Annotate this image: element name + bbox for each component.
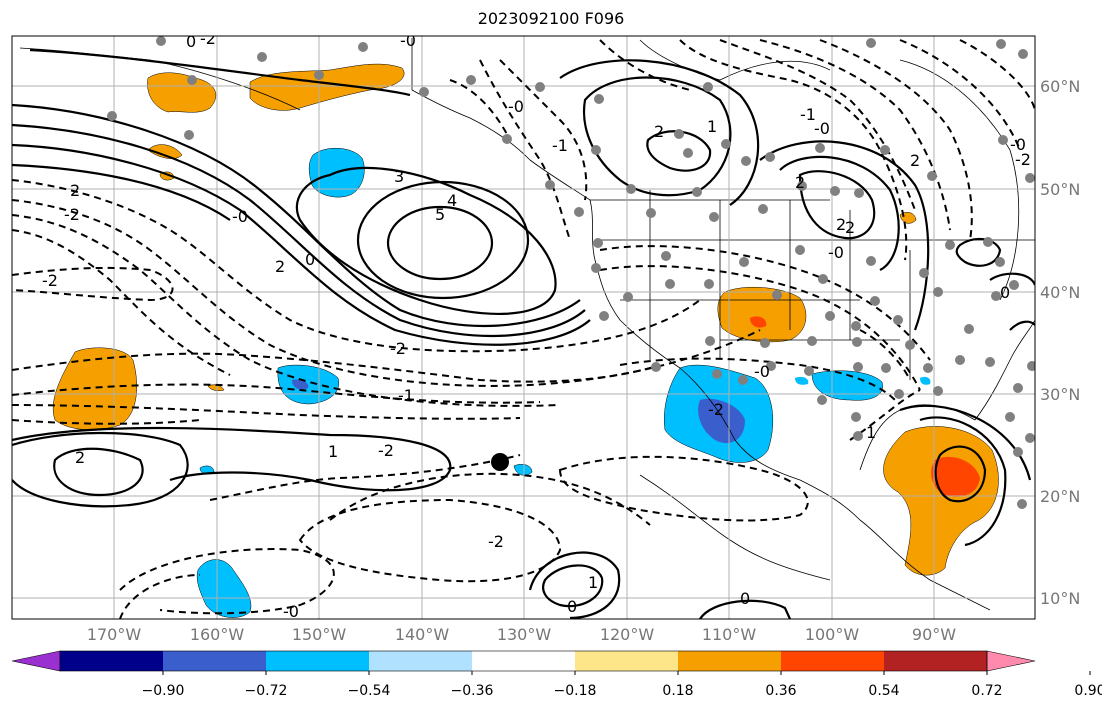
colorbar-tick-label: 0.36 [765, 683, 796, 699]
contour-label: 1 [866, 423, 876, 442]
figure-title: 2023092100 F096 [477, 9, 625, 28]
lat-label: 40°N [1040, 283, 1080, 302]
lat-label: 20°N [1040, 487, 1080, 506]
lat-label: 50°N [1040, 180, 1080, 199]
lon-label: 110°W [702, 625, 757, 644]
contour-label: -1 [800, 105, 816, 124]
contour-label: 3 [394, 167, 404, 186]
colorbar-extend-left [11, 650, 61, 672]
lon-label: 160°W [190, 625, 245, 644]
colorbar-tick-label: −0.18 [554, 683, 597, 699]
lon-label: 100°W [805, 625, 860, 644]
contour-label: -2 [708, 400, 724, 419]
contour-label: 4 [447, 191, 457, 210]
colorbar-segment [884, 651, 988, 671]
colorbar-segment [472, 651, 576, 671]
positive-contours [12, 48, 1035, 619]
contour-label: 1 [588, 573, 598, 592]
colorbar-segment [575, 651, 679, 671]
contour-label: 2 [910, 151, 920, 170]
contour-label: 2 [845, 218, 855, 237]
contour-labels: 2 3 -0 0 4 5 2 0 -2 -2 -2 2 -1 1 -2 -2 -… [42, 29, 1031, 621]
contour-label: 5 [435, 205, 445, 224]
colorbar-segment [369, 651, 473, 671]
contour-label: -2 [390, 339, 406, 358]
contour-label: -0 [814, 119, 830, 138]
contour-label: -0 [508, 97, 524, 116]
contour-label: 1 [328, 442, 338, 461]
anomaly-shading [52, 63, 999, 618]
contour-label: 0 [740, 589, 750, 608]
contour-label: -2 [488, 532, 504, 551]
colorbar-segment [60, 651, 164, 671]
contour-label: 2 [275, 257, 285, 276]
contour-label: -0 [754, 362, 770, 381]
colorbar-extend-right [986, 650, 1036, 672]
lon-label: 170°W [87, 625, 142, 644]
lat-label: 60°N [1040, 77, 1080, 96]
colorbar-tick-label: 0.90 [1074, 683, 1102, 699]
latitude-labels: 60°N 50°N 40°N 30°N 20°N 10°N [1040, 77, 1080, 608]
lon-label: 90°W [912, 625, 956, 644]
lon-label: 130°W [497, 625, 552, 644]
contour-label: -2 [42, 271, 58, 290]
contour-label: 0 [186, 32, 196, 51]
colorbar-tick-label: −0.72 [245, 683, 288, 699]
contour-label: -2 [1015, 150, 1031, 169]
station-markers [107, 36, 1035, 509]
contour-label: -0 [283, 602, 299, 621]
contour-label: -0 [232, 207, 248, 226]
lat-label: 30°N [1040, 385, 1080, 404]
contour-label: 0 [1000, 283, 1010, 302]
contour-label: -0 [1010, 135, 1026, 154]
contour-label: -2 [378, 441, 394, 460]
contour-label: 2 [836, 215, 846, 234]
longitude-labels: 170°W 160°W 150°W 140°W 130°W 120°W 110°… [87, 625, 956, 644]
colorbar-segment [781, 651, 885, 671]
graticule [12, 36, 1035, 619]
contour-label: -1 [398, 386, 414, 405]
contour-label: -0 [828, 243, 844, 262]
contour-label: 0 [305, 250, 315, 269]
colorbar: −0.90 −0.72 −0.54 −0.36 −0.18 0.18 0.36 0.54 0.7… [11, 650, 1102, 699]
contour-label: -2 [200, 29, 216, 48]
contour-label: -2 [64, 205, 80, 224]
colorbar-tick-label: 0.72 [971, 683, 1002, 699]
contour-label: 2 [654, 122, 664, 141]
contour-label: 1 [707, 117, 717, 136]
map-frame [11, 35, 1036, 620]
contour-label: -0 [400, 31, 416, 50]
colorbar-tick-label: 0.18 [662, 683, 693, 699]
colorbar-segment [266, 651, 370, 671]
storm-center-marker [491, 453, 509, 471]
lon-label: 140°W [395, 625, 450, 644]
colorbar-segment [163, 651, 267, 671]
colorbar-tick-label: 0.54 [868, 683, 899, 699]
lon-label: 150°W [292, 625, 347, 644]
lon-label: 120°W [600, 625, 655, 644]
lat-label: 10°N [1040, 589, 1080, 608]
coastlines [19, 38, 1035, 611]
contour-label: -1 [552, 136, 568, 155]
contour-label: 2 [75, 448, 85, 467]
contour-label: 0 [567, 597, 577, 616]
colorbar-tick-label: −0.90 [142, 683, 185, 699]
colorbar-tick-label: −0.36 [451, 683, 494, 699]
contour-label: 2 [795, 173, 805, 192]
contour-label: 2 [70, 181, 80, 200]
colorbar-segment [678, 651, 782, 671]
colorbar-tick-label: −0.54 [348, 683, 391, 699]
colorbar-frame [59, 650, 988, 672]
